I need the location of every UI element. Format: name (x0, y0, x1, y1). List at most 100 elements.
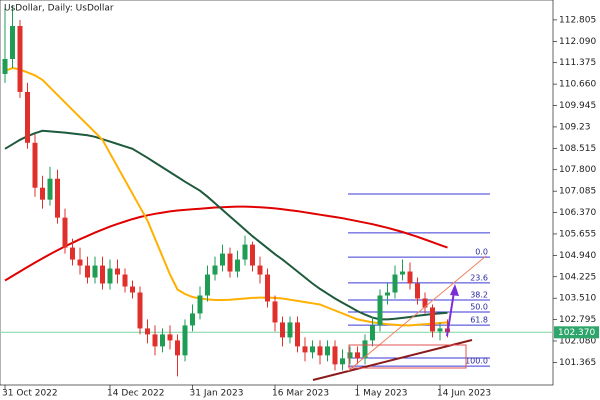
candle-body (205, 274, 210, 296)
candle-body (385, 292, 390, 296)
candle-body (197, 295, 203, 314)
candle-body (122, 274, 128, 287)
candle-body (70, 247, 75, 260)
moving-average (4, 205, 448, 282)
fib-label: 38.2 (470, 290, 488, 299)
candle-body (287, 322, 293, 338)
candle-body (10, 26, 15, 59)
candle-body (85, 265, 90, 278)
candle-body (272, 301, 278, 323)
candle-body (77, 259, 83, 266)
candle-body (25, 91, 30, 143)
x-tick-label: 31 Jan 2023 (190, 389, 244, 399)
candle-body (32, 142, 38, 188)
chart-title: UsDollar, Daily: UsDollar (4, 4, 114, 14)
x-tick-label: 16 Mar 2023 (272, 389, 329, 399)
candle-body (107, 268, 113, 284)
y-tick-label: 102.795 (559, 315, 596, 325)
candle-body (400, 271, 405, 275)
fib-label: 0.0 (475, 248, 488, 257)
candle-body (40, 187, 45, 200)
candle-body (340, 358, 345, 365)
y-tick-label: 112.805 (559, 15, 596, 25)
candle-body (362, 340, 368, 359)
candle-body (250, 244, 255, 266)
candle-body (152, 334, 158, 347)
candle-body (115, 268, 120, 275)
candle-body (430, 307, 435, 332)
candle-body (2, 58, 8, 74)
y-tick-label: 108.515 (559, 144, 596, 154)
candle-body (370, 325, 375, 341)
candle-body (295, 322, 300, 347)
candle-body (325, 346, 330, 356)
candle-body (407, 271, 413, 284)
zone-rectangle (348, 344, 467, 369)
fib-label: 23.6 (470, 273, 488, 282)
candle-body (190, 313, 195, 326)
candle-body (175, 340, 180, 356)
x-tick-label: 1 May 2023 (355, 389, 408, 399)
candle-body (92, 265, 98, 278)
candles (2, 5, 450, 377)
drawings (312, 255, 487, 381)
moving-average (4, 66, 448, 327)
y-tick-label: 109.23 (559, 122, 591, 132)
fib-label: 61.8 (470, 316, 488, 325)
y-tick-label: 107.800 (559, 165, 596, 175)
support-trendline (312, 339, 473, 381)
y-tick-label: 109.945 (559, 101, 596, 111)
candle-body (137, 292, 143, 329)
candle-body (212, 265, 218, 275)
candle-body (280, 322, 285, 338)
y-tick-label: 112.090 (559, 37, 596, 47)
channel-trendline (347, 255, 487, 372)
candle-body (242, 244, 248, 260)
candle-body (332, 346, 338, 365)
fib-label: 50.0 (470, 302, 488, 311)
plot-area (0, 0, 554, 386)
x-tick-label: 14 Jun 2023 (437, 389, 491, 399)
fib-label: 100.0 (465, 357, 488, 366)
candle-body (347, 352, 353, 359)
y-tick-label: 101.365 (559, 358, 596, 368)
candle-body (265, 274, 270, 302)
candle-body (62, 217, 68, 248)
moving-averages (4, 66, 448, 327)
candle-body (220, 253, 225, 266)
candle-body (227, 253, 233, 272)
candle-body (317, 346, 323, 356)
y-tick-label: 105.655 (559, 229, 596, 239)
candle-body (392, 274, 398, 293)
candle-body (182, 325, 188, 356)
candle-body (310, 346, 315, 353)
candle-body (355, 352, 360, 359)
y-tick-label: 107.085 (559, 187, 596, 197)
moving-average (4, 129, 448, 321)
x-tick-label: 14 Dec 2022 (107, 389, 165, 399)
fibonacci: 0.0 23.6 38.2 50.0 61.8 100.0 (0, 193, 553, 367)
candle-body (167, 334, 173, 341)
y-tick-label: 103.510 (559, 294, 596, 304)
candle-body (100, 265, 105, 284)
arrow-head (450, 284, 459, 296)
y-tick-label: 102.080 (559, 336, 596, 346)
candle-body (437, 328, 443, 332)
y-tick-label: 106.370 (559, 208, 596, 218)
candle-body (422, 298, 428, 308)
candle-body (302, 346, 308, 353)
candle-body (55, 178, 60, 218)
candle-body (415, 283, 420, 299)
candle-body (377, 295, 383, 326)
target-arrow (446, 291, 455, 337)
y-tick-label: 104.225 (559, 272, 596, 282)
candle-body (145, 328, 150, 335)
candle-body (235, 259, 240, 272)
candle-body (47, 178, 53, 200)
price-axis-bg (553, 0, 600, 385)
y-tick-label: 104.940 (559, 251, 596, 261)
current-price-box (554, 326, 599, 339)
y-tick-label: 111.375 (559, 58, 596, 68)
